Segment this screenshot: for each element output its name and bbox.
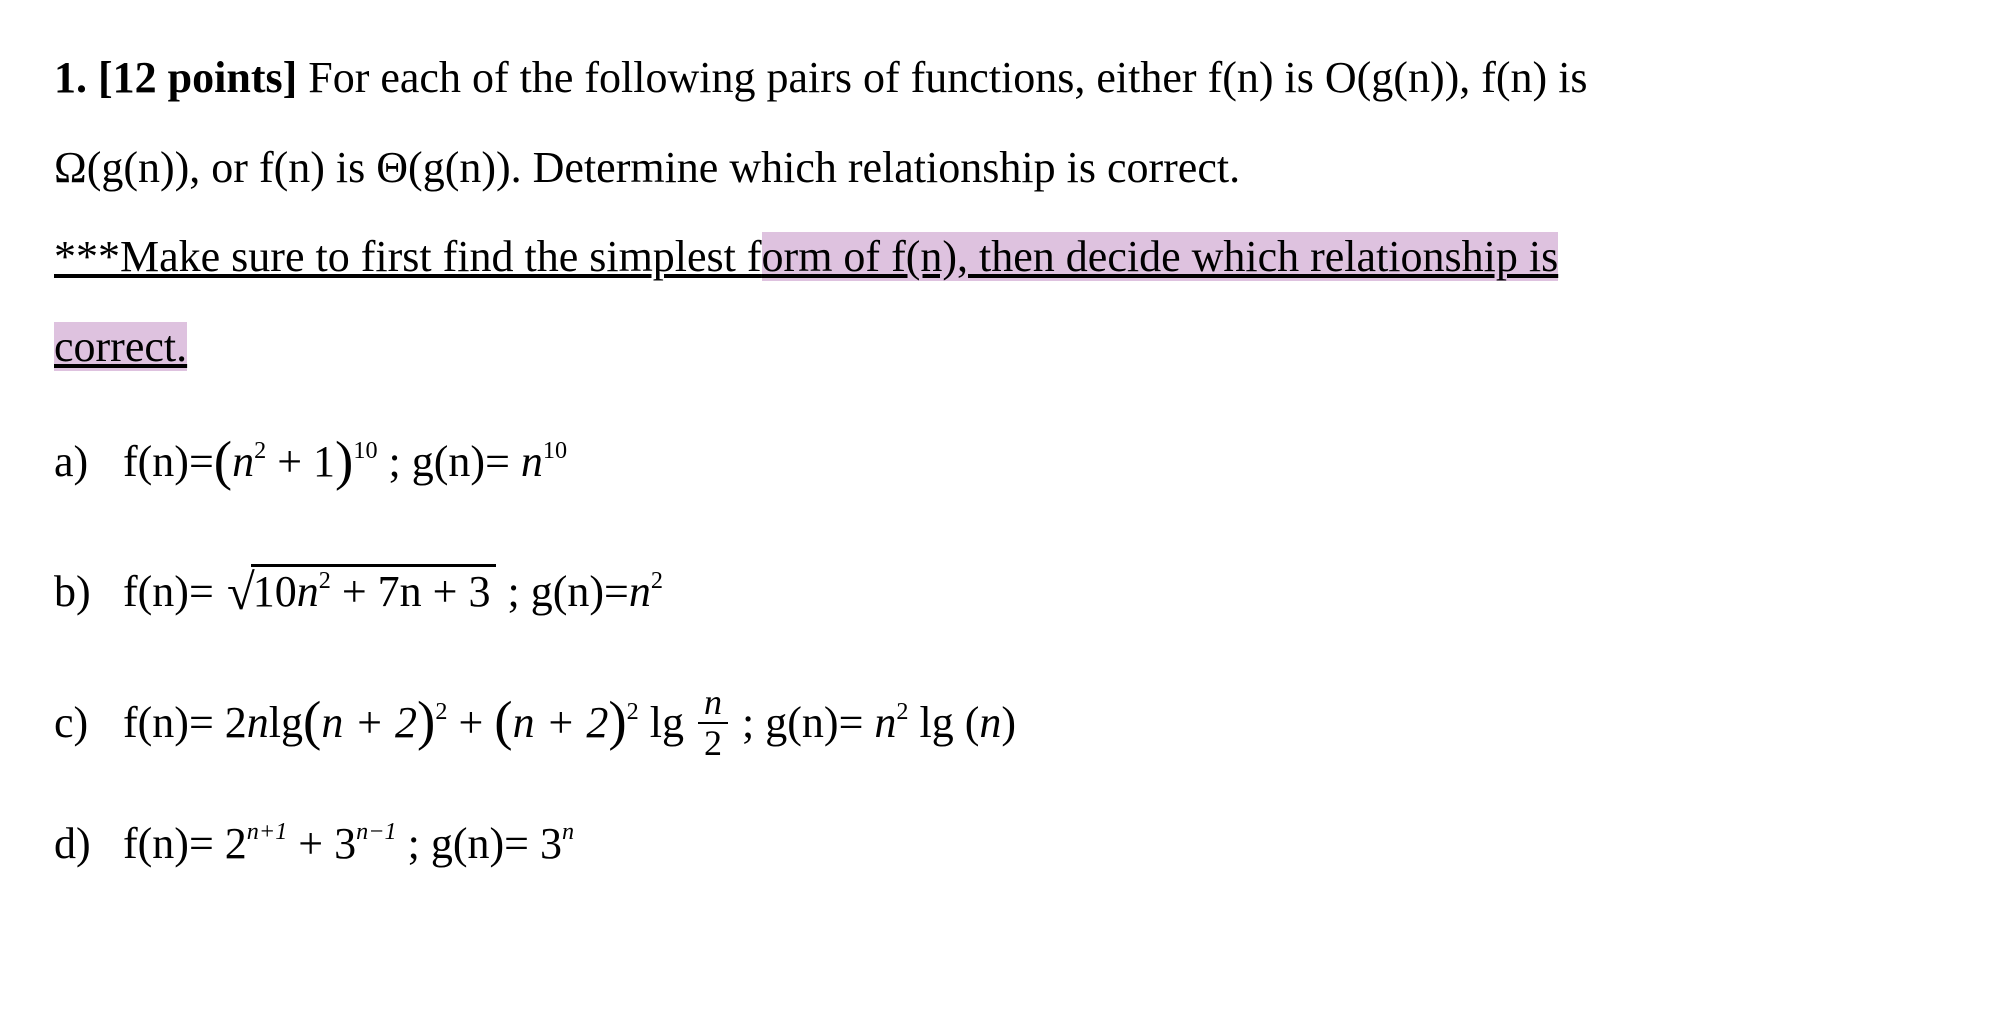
part-c-g-sup: 2 (896, 698, 908, 725)
part-b-var: n (297, 567, 319, 616)
part-c-frac-num: n (698, 683, 728, 725)
part-d-t2-base: 3 (334, 819, 356, 868)
part-c-g-lg: lg ( (908, 698, 979, 747)
part-a-n-sup: 2 (254, 437, 266, 464)
part-a-label: a) (54, 420, 112, 504)
part-a-f-prefix: f(n)= (123, 437, 214, 486)
part-a-plus1: + 1 (266, 437, 335, 486)
part-c-t1-lg: lg (269, 698, 303, 747)
part-c-t1-coef: 2 (225, 698, 247, 747)
part-c-t1-inner: n + 2 (321, 698, 417, 747)
part-a-sep: ; (389, 437, 412, 486)
prompt-part2: Ω(g(n)), or f(n) is Θ(g(n)). Determine w… (54, 143, 1240, 192)
part-d-g-base: 3 (540, 819, 562, 868)
part-d-g-prefix: g(n)= (431, 819, 540, 868)
part-b-g-prefix: g(n)= (531, 567, 629, 616)
part-b-f-prefix: f(n)= (123, 567, 225, 616)
part-d-t1-base: 2 (225, 819, 247, 868)
lparen2-icon: ( (303, 690, 321, 751)
lparen-icon: ( (214, 430, 232, 491)
lparen3-icon: ( (494, 690, 512, 751)
question-number: 1. (54, 53, 87, 102)
part-c-label: c) (54, 681, 112, 765)
problem-header: 1. [12 points] For each of the following… (54, 36, 1955, 120)
sqrt-icon: √10n2 + 7n + 3 (225, 541, 497, 637)
problem-page: 1. [12 points] For each of the following… (0, 0, 2009, 951)
part-b-coef: 10 (253, 567, 297, 616)
part-d-t1-exp: n+1 (247, 818, 288, 845)
part-b-label: b) (54, 550, 112, 634)
fraction-icon: n 2 (698, 683, 728, 764)
rparen-icon: ) (335, 430, 353, 491)
part-d-plus: + (287, 819, 334, 868)
rparen2-icon: ) (417, 690, 435, 751)
part-c-g-lg-arg: n (979, 698, 1001, 747)
part-c-t2-inner: n + 2 (513, 698, 609, 747)
part-c-t2-sup: 2 (627, 698, 639, 725)
part-b-sep: ; (507, 567, 530, 616)
radical-symbol: √ (227, 564, 255, 620)
prompt-line2: Ω(g(n)), or f(n) is Θ(g(n)). Determine w… (54, 126, 1955, 210)
part-b-g-sup: 2 (651, 567, 663, 594)
part-d-f-prefix: f(n)= (123, 819, 225, 868)
part-d-sep: ; (408, 819, 431, 868)
part-d: d) f(n)= 2n+1 + 3n−1 ; g(n)= 3n (54, 802, 1955, 886)
part-d-g-exp: n (562, 818, 574, 845)
prompt-part1: For each of the following pairs of funct… (308, 53, 1587, 102)
note-plain: Make sure to first find the simplest f (120, 232, 762, 281)
part-b: b) f(n)= √10n2 + 7n + 3 ; g(n)=n2 (54, 541, 1955, 637)
part-a-outer-sup: 10 (353, 437, 377, 464)
note-highlight-2: correct. (54, 322, 187, 371)
part-c-t2-lg: lg (639, 698, 684, 747)
part-b-g-base: n (629, 567, 651, 616)
part-b-sup: 2 (319, 567, 331, 594)
note-highlight-1: orm of f(n), then decide which relations… (762, 232, 1559, 281)
part-d-t2-exp: n−1 (356, 818, 397, 845)
part-c-t1-sup: 2 (435, 698, 447, 725)
part-c-frac-den: 2 (698, 724, 728, 764)
part-b-rest: + 7n + 3 (331, 567, 491, 616)
part-c-plus: + (447, 698, 494, 747)
note-line2: correct. (54, 305, 1955, 389)
rparen3-icon: ) (608, 690, 626, 751)
part-c: c) f(n)= 2nlg(n + 2)2 + (n + 2)2 lg n 2 … (54, 667, 1955, 772)
part-c-t1-var: n (247, 698, 269, 747)
part-d-label: d) (54, 802, 112, 886)
part-c-g-lg-close: ) (1001, 698, 1016, 747)
part-c-g-base: n (874, 698, 896, 747)
part-a-g-prefix: g(n)= (412, 437, 521, 486)
part-a-n: n (232, 437, 254, 486)
points-label: [12 points] (98, 53, 297, 102)
part-c-g-prefix: g(n)= (765, 698, 874, 747)
part-c-f-prefix: f(n)= (123, 698, 225, 747)
part-b-radicand: 10n2 + 7n + 3 (251, 564, 497, 616)
note-prefix: *** (54, 232, 120, 281)
note-line1: ***Make sure to first find the simplest … (54, 215, 1955, 299)
part-a-g-sup: 10 (543, 437, 567, 464)
part-c-sep: ; (742, 698, 765, 747)
part-a: a) f(n)=(n2 + 1)10 ; g(n)= n10 (54, 406, 1955, 511)
part-a-g-base: n (521, 437, 543, 486)
